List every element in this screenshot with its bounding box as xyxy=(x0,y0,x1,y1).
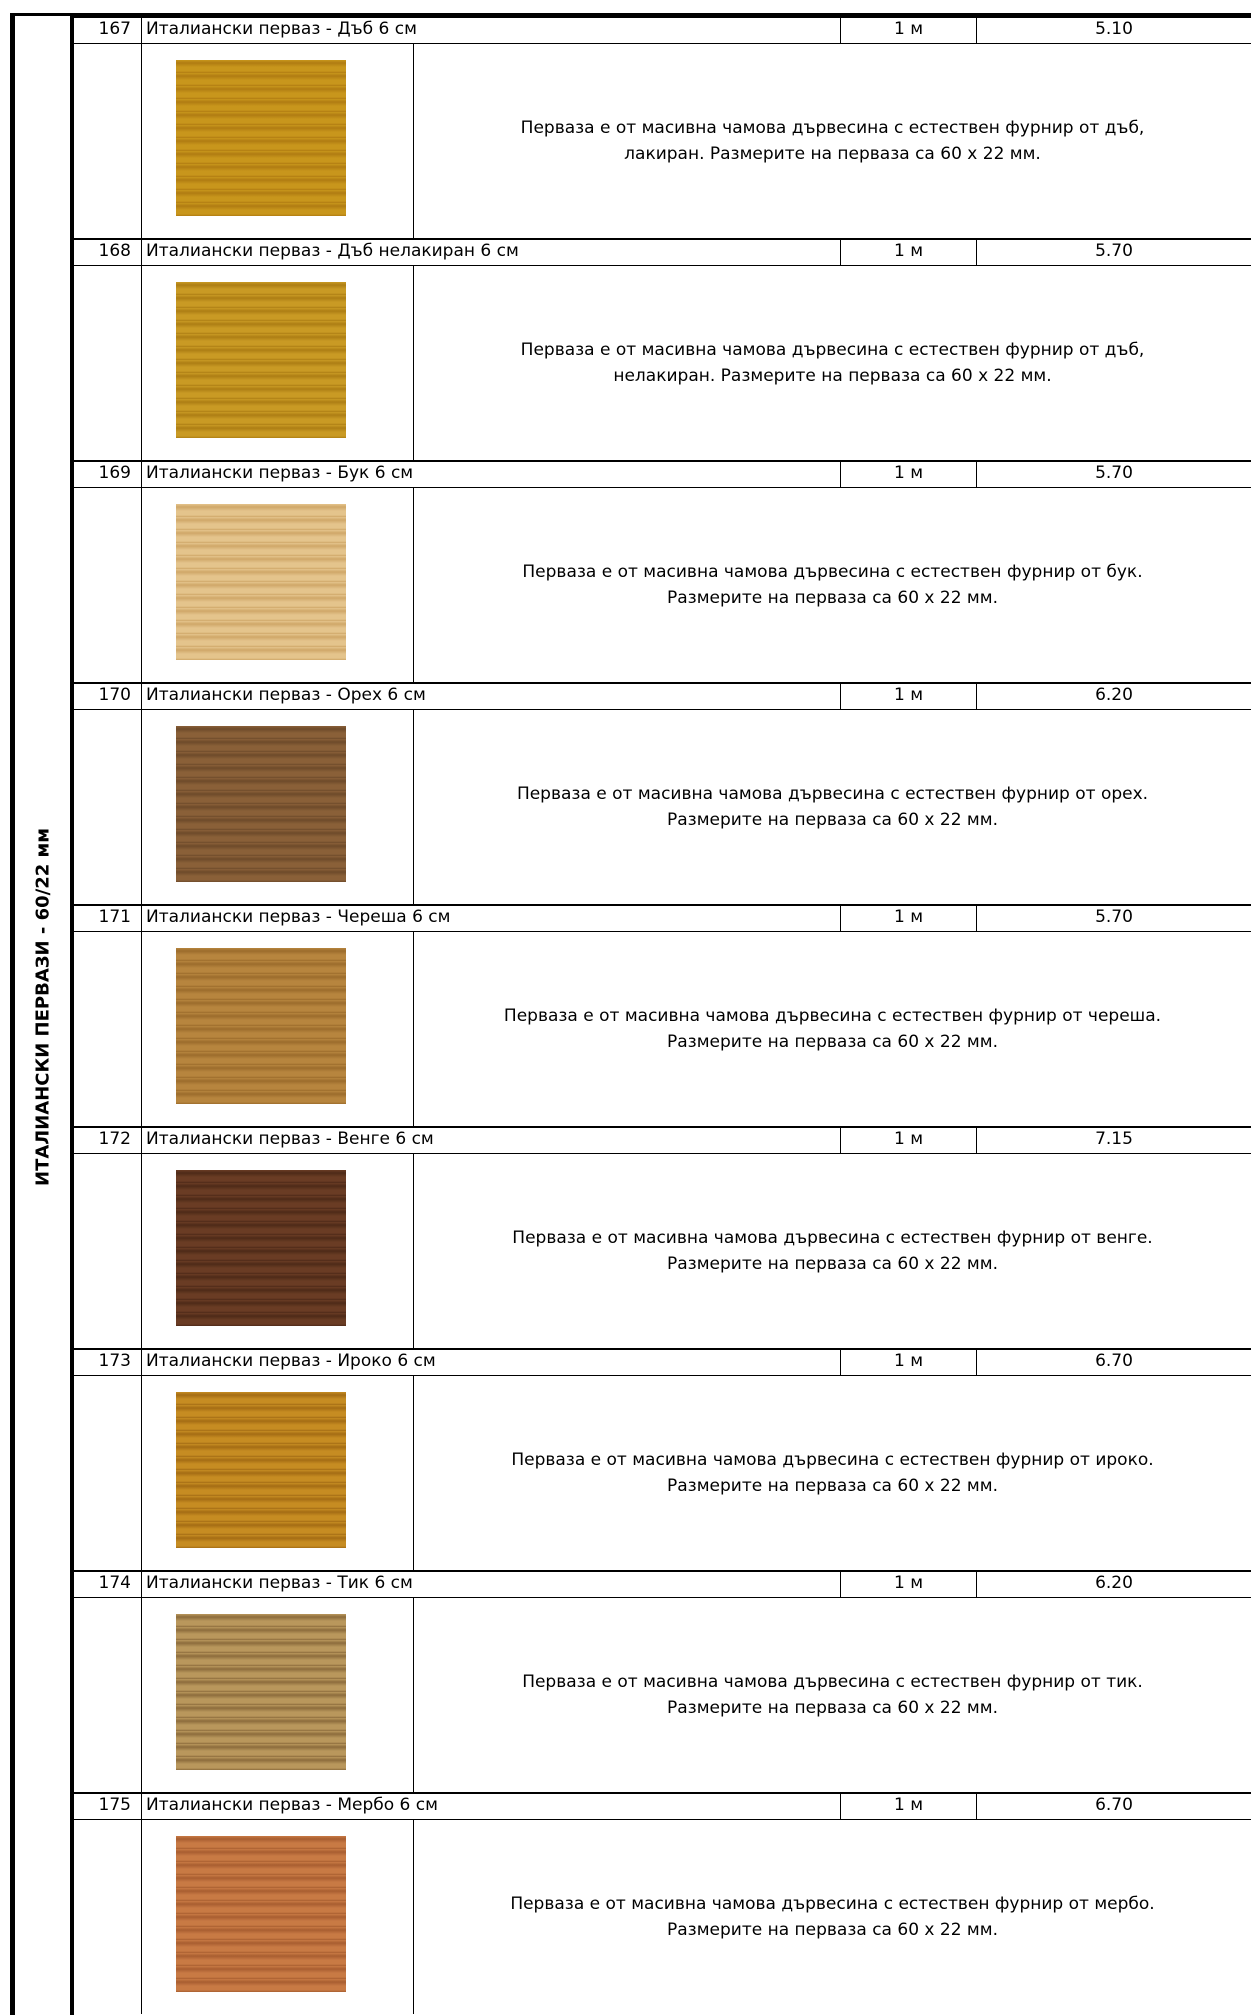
price-cell: 6.70 xyxy=(977,1348,1251,1376)
unit-cell: 1 м xyxy=(840,1792,977,1820)
number-cell: 172 xyxy=(74,1126,141,1154)
wood-swatch xyxy=(176,504,346,660)
unit-cell: 1 м xyxy=(840,682,977,710)
number-cell: 169 xyxy=(74,460,141,488)
price-cell: 7.15 xyxy=(977,1126,1251,1154)
description-line: Размерите на перваза са 60 х 22 мм. xyxy=(667,588,998,608)
description-line: Перваза е от масивна чамова дървесина с … xyxy=(520,340,1145,360)
number-cell: 175 xyxy=(74,1792,141,1820)
description-line: Размерите на перваза са 60 х 22 мм. xyxy=(667,1254,998,1274)
row-header-line xyxy=(74,682,1251,684)
image-cell xyxy=(141,1376,414,1570)
image-cell xyxy=(141,488,414,682)
description-line: Перваза е от масивна чамова дървесина с … xyxy=(503,1006,1162,1026)
row-header-line xyxy=(74,16,1251,18)
name-cell: Италиански перваз - Мербо 6 см xyxy=(141,1792,840,1820)
description: Перваза е от масивна чамова дървесина с … xyxy=(414,1669,1251,1721)
description-line: Перваза е от масивна чамова дървесина с … xyxy=(520,118,1145,138)
price-cell: 5.70 xyxy=(977,460,1251,488)
price-cell: 6.20 xyxy=(977,1570,1251,1598)
price-cell: 6.70 xyxy=(977,1792,1251,1820)
description: Перваза е от масивна чамова дървесина с … xyxy=(414,337,1251,389)
image-cell xyxy=(141,710,414,904)
row-header-line xyxy=(74,1792,1251,1794)
row-header-line xyxy=(74,904,1251,906)
price-cell: 5.10 xyxy=(977,16,1251,44)
name-cell: Италиански перваз - Орех 6 см xyxy=(141,682,840,710)
row-header-line xyxy=(74,1126,1251,1128)
row-header-line xyxy=(74,1570,1251,1572)
number-cell: 173 xyxy=(74,1348,141,1376)
image-cell xyxy=(141,1154,414,1348)
description-line: Перваза е от масивна чамова дървесина с … xyxy=(522,1672,1143,1692)
description-line: Размерите на перваза са 60 х 22 мм. xyxy=(667,1476,998,1496)
description-line: лакиран. Размерите на перваза са 60 х 22… xyxy=(624,144,1041,164)
description: Перваза е от масивна чамова дървесина с … xyxy=(414,1447,1251,1499)
description-line: нелакиран. Размерите на перваза са 60 х … xyxy=(613,366,1052,386)
description: Перваза е от масивна чамова дървесина с … xyxy=(414,1891,1251,1943)
image-cell xyxy=(141,932,414,1126)
wood-swatch xyxy=(176,282,346,438)
number-cell: 174 xyxy=(74,1570,141,1598)
image-cell xyxy=(141,44,414,238)
unit-cell: 1 м xyxy=(840,1348,977,1376)
unit-cell: 1 м xyxy=(840,460,977,488)
price-cell: 6.20 xyxy=(977,682,1251,710)
description: Перваза е от масивна чамова дървесина с … xyxy=(414,115,1251,167)
unit-cell: 1 м xyxy=(840,1126,977,1154)
wood-swatch xyxy=(176,1836,346,1992)
description-line: Перваза е от масивна чамова дървесина с … xyxy=(516,784,1149,804)
wood-swatch xyxy=(176,948,346,1104)
name-cell: Италиански перваз - Бук 6 см xyxy=(141,460,840,488)
price-cell: 5.70 xyxy=(977,904,1251,932)
wood-swatch xyxy=(176,60,346,216)
description-line: Перваза е от масивна чамова дървесина с … xyxy=(512,1228,1153,1248)
unit-cell: 1 м xyxy=(840,904,977,932)
left-border xyxy=(10,13,15,2015)
sidebar-border xyxy=(70,13,74,2015)
description: Перваза е от масивна чамова дървесина с … xyxy=(414,781,1251,833)
row-header-line xyxy=(74,238,1251,240)
description: Перваза е от масивна чамова дървесина с … xyxy=(414,1003,1251,1055)
number-cell: 171 xyxy=(74,904,141,932)
wood-swatch xyxy=(176,1614,346,1770)
description-line: Размерите на перваза са 60 х 22 мм. xyxy=(667,810,998,830)
row-header-line xyxy=(74,1348,1251,1350)
number-cell: 167 xyxy=(74,16,141,44)
name-cell: Италиански перваз - Ироко 6 см xyxy=(141,1348,840,1376)
price-cell: 5.70 xyxy=(977,238,1251,266)
wood-swatch xyxy=(176,726,346,882)
image-cell xyxy=(141,1598,414,1792)
number-cell: 170 xyxy=(74,682,141,710)
name-cell: Италиански перваз - Череша 6 см xyxy=(141,904,840,932)
unit-cell: 1 м xyxy=(840,238,977,266)
unit-cell: 1 м xyxy=(840,1570,977,1598)
unit-cell: 1 м xyxy=(840,16,977,44)
description-line: Размерите на перваза са 60 х 22 мм. xyxy=(667,1032,998,1052)
sidebar-title: ИТАЛИАНСКИ ПЕРВАЗИ - 60/22 мм xyxy=(32,828,54,1186)
description-line: Перваза е от масивна чамова дървесина с … xyxy=(522,562,1143,582)
wood-swatch xyxy=(176,1392,346,1548)
description: Перваза е от масивна чамова дървесина с … xyxy=(414,559,1251,611)
name-cell: Италиански перваз - Дъб нелакиран 6 см xyxy=(141,238,840,266)
top-border xyxy=(10,13,1251,16)
description-line: Перваза е от масивна чамова дървесина с … xyxy=(510,1894,1155,1914)
wood-swatch xyxy=(176,1170,346,1326)
name-cell: Италиански перваз - Тик 6 см xyxy=(141,1570,840,1598)
image-cell xyxy=(141,266,414,460)
number-cell: 168 xyxy=(74,238,141,266)
description-line: Размерите на перваза са 60 х 22 мм. xyxy=(667,1698,998,1718)
name-cell: Италиански перваз - Венге 6 см xyxy=(141,1126,840,1154)
name-cell: Италиански перваз - Дъб 6 см xyxy=(141,16,840,44)
row-header-line xyxy=(74,460,1251,462)
description: Перваза е от масивна чамова дървесина с … xyxy=(414,1225,1251,1277)
image-cell xyxy=(141,1820,414,2014)
description-line: Размерите на перваза са 60 х 22 мм. xyxy=(667,1920,998,1940)
description-line: Перваза е от масивна чамова дървесина с … xyxy=(511,1450,1154,1470)
